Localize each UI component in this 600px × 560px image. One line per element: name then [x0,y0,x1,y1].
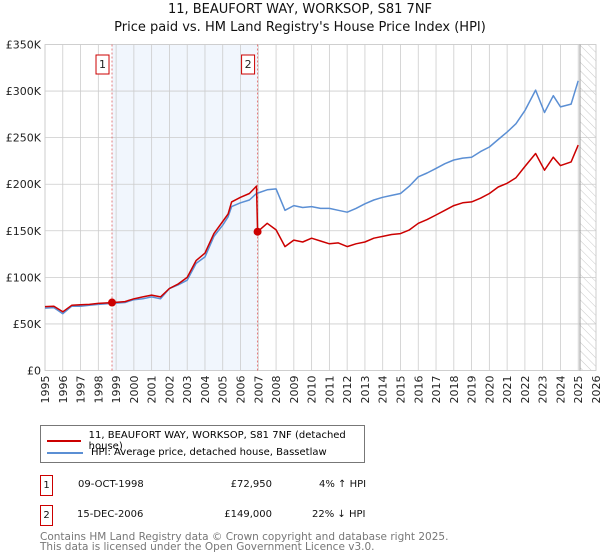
x-tick-label: 2006 [235,376,248,404]
transaction-hpi: 4% ↑ HPI [319,479,367,490]
chart-subtitle: Price paid vs. HM Land Registry's House … [114,20,486,35]
x-tick-label: 2008 [270,376,283,404]
x-tick-label: 2013 [359,376,372,404]
x-tick-label: 2001 [146,376,159,404]
x-tick-label: 2003 [181,376,194,404]
y-tick-label: £250K [6,132,42,145]
plot-frame [44,44,597,371]
transaction-price: £72,950 [230,479,272,490]
x-tick-label: 2009 [288,376,301,404]
x-tick-label: 2026 [590,376,600,404]
hpi-series-line [44,80,579,315]
x-tick-label: 2020 [483,376,496,404]
x-tick-label: 2012 [341,376,354,404]
legend-item-property: 11, BEAUFORT WAY, WORKSOP, S81 7NF (deta… [47,430,364,452]
legend-item-hpi: HPI: Average price, detached house, Bass… [47,447,327,458]
y-tick-label: £0 [27,365,41,378]
legend-label: 11, BEAUFORT WAY, WORKSOP, S81 7NF (deta… [88,430,346,452]
marker-box-2 [241,54,256,75]
marker-box-1 [95,54,110,75]
x-tick-label: 1997 [75,376,88,404]
x-tick-label: 2005 [217,376,230,404]
sale-point-1 [108,298,117,307]
x-tick-label: 2018 [448,376,461,404]
x-tick-label: 1996 [57,376,70,404]
marker-label: 1 [99,58,106,71]
x-tick-label: 2023 [537,376,550,404]
x-tick-label: 2017 [430,376,443,404]
x-tick-label: 2021 [501,376,514,404]
y-tick-label: £50K [13,318,42,331]
y-tick-label: £200K [6,178,42,191]
footer-licence: This data is licensed under the Open Gov… [40,541,375,553]
y-tick-label: £150K [6,225,42,238]
marker-badge: 2 [40,505,53,526]
chart-title: 11, BEAUFORT WAY, WORKSOP, S81 7NF [167,2,433,17]
transaction-date: 09-OCT-1998 [78,479,144,490]
sale-point-2 [253,227,262,236]
x-tick-label: 1999 [110,376,123,404]
x-tick-label: 2024 [554,376,567,404]
price-chart: 1995 1996 1997 1998 1999 2000 2001 2002 2003 2004… [6,39,600,404]
shaded-ownership-period [112,44,258,371]
x-tick-label: 2015 [394,376,407,404]
marker-badge: 1 [40,475,53,496]
x-tick-label: 2011 [323,376,336,404]
transaction-price: £149,000 [224,509,272,520]
legend-label: HPI: Average price, detached house, Bass… [91,447,327,458]
transaction-date: 15-DEC-2006 [77,509,144,520]
legend: 11, BEAUFORT WAY, WORKSOP, S81 7NF (deta… [40,425,365,463]
x-tick-label: 1998 [92,376,105,404]
property-series-line [44,144,579,313]
transaction-hpi: 22% ↓ HPI [312,509,366,520]
x-tick-label: 1995 [39,376,52,404]
y-tick-label: £100K [6,271,42,284]
x-tick-label: 2002 [163,376,176,404]
marker-label: 2 [245,58,252,71]
x-tick-label: 2025 [572,376,585,404]
x-tick-label: 2016 [412,376,425,404]
y-tick-label: £300K [6,85,42,98]
x-tick-label: 2000 [128,376,141,404]
x-tick-label: 2022 [519,376,532,404]
x-tick-label: 2004 [199,376,212,404]
x-tick-label: 2019 [466,376,479,404]
hatched-future-region [580,44,596,371]
x-tick-label: 2010 [306,376,319,404]
footer-copyright: Contains HM Land Registry data © Crown c… [40,531,449,543]
y-tick-label: £350K [6,39,42,52]
legend-swatch-blue [47,451,83,454]
x-tick-label: 2014 [377,376,390,404]
x-tick-label: 2007 [252,376,265,404]
legend-swatch-red [47,440,81,442]
